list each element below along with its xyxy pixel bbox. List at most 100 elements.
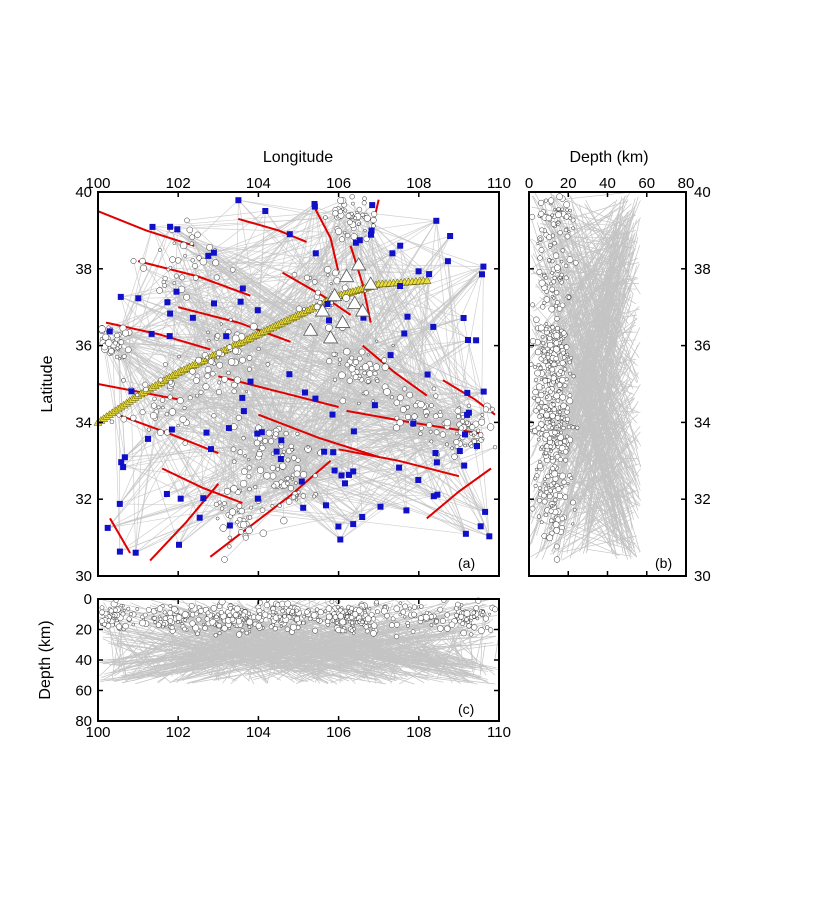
event-marker — [402, 603, 409, 610]
station-marker — [352, 239, 359, 246]
event-marker — [428, 403, 434, 408]
ray-path — [535, 216, 619, 336]
event-marker — [228, 508, 237, 516]
ray-path — [371, 230, 460, 440]
event-marker — [363, 228, 367, 233]
event-marker — [295, 431, 300, 436]
station-marker — [396, 464, 403, 471]
fault-line — [338, 448, 460, 478]
station-marker — [401, 330, 408, 337]
event-marker — [538, 237, 543, 242]
ray-path — [249, 631, 446, 679]
event-marker — [538, 279, 546, 287]
event-marker — [391, 343, 395, 348]
event-marker — [290, 477, 294, 481]
event-marker — [162, 615, 169, 622]
event-marker — [541, 447, 546, 451]
event-marker — [433, 393, 439, 399]
event-marker — [366, 370, 374, 377]
event-marker — [167, 610, 174, 616]
event-marker — [205, 355, 210, 360]
event-marker — [182, 626, 187, 632]
event-marker — [139, 409, 146, 416]
event-marker — [142, 612, 148, 618]
station-marker — [371, 402, 378, 409]
ray-path — [494, 636, 499, 661]
event-marker — [424, 413, 429, 418]
ray-path — [178, 204, 345, 545]
event-marker — [135, 607, 140, 611]
station-marker — [203, 429, 210, 436]
event-marker — [349, 194, 355, 200]
event-marker — [411, 611, 417, 618]
ray-path — [304, 392, 448, 445]
tick-label: 104 — [246, 724, 271, 741]
event-marker — [357, 355, 363, 362]
event-marker — [475, 616, 480, 621]
ray-path — [568, 222, 635, 384]
event-marker — [552, 296, 556, 300]
event-marker — [371, 399, 375, 403]
event-marker — [228, 317, 233, 322]
ray-path — [548, 240, 621, 274]
station-marker — [397, 283, 404, 289]
event-marker — [478, 418, 486, 426]
ray-path — [435, 220, 470, 406]
ray-path — [138, 296, 187, 299]
event-marker — [570, 499, 576, 506]
ray-path — [178, 233, 290, 261]
event-marker — [411, 604, 418, 610]
event-marker — [542, 378, 549, 384]
event-marker — [539, 227, 545, 233]
ray-path — [101, 330, 259, 499]
ray-path — [213, 252, 483, 416]
event-marker — [433, 429, 440, 436]
event-markers-depth-latitude — [527, 193, 580, 563]
event-marker — [223, 487, 231, 495]
event-marker — [471, 624, 478, 631]
event-marker — [437, 606, 444, 613]
event-marker — [560, 450, 564, 454]
station-marker — [118, 459, 125, 466]
ray-path — [179, 628, 285, 666]
event-marker — [188, 602, 195, 609]
station-marker — [324, 301, 331, 307]
ray-path — [104, 346, 181, 499]
ray-path — [447, 636, 469, 668]
depth-longitude-y-axis-title: Depth (km) — [37, 620, 54, 699]
event-marker — [565, 421, 569, 425]
ray-path — [338, 446, 496, 527]
event-marker — [99, 609, 105, 616]
event-marker — [292, 615, 296, 619]
event-marker — [279, 624, 283, 628]
ray-path — [119, 358, 490, 537]
profile-station-marker — [314, 303, 331, 317]
station-marker — [211, 300, 217, 307]
event-marker — [547, 493, 553, 500]
event-marker — [324, 266, 332, 274]
event-marker — [352, 374, 359, 381]
tick-label: 36 — [694, 338, 711, 355]
event-marker — [184, 217, 190, 224]
ray-path — [118, 629, 123, 670]
ray-path — [559, 266, 613, 307]
station-marker — [116, 500, 123, 507]
event-marker — [175, 257, 182, 264]
event-marker — [381, 357, 388, 364]
event-marker — [217, 631, 222, 636]
event-marker — [543, 296, 550, 303]
event-marker — [356, 206, 363, 213]
ray-path — [112, 349, 121, 552]
depth-latitude-x-axis-title: Depth (km) — [569, 149, 648, 166]
event-marker — [545, 473, 551, 479]
event-marker — [230, 446, 237, 453]
event-marker — [217, 380, 222, 385]
station-marker — [486, 533, 493, 540]
event-marker — [258, 612, 262, 617]
event-marker — [560, 420, 564, 424]
ray-path — [216, 475, 342, 505]
tick-label: 38 — [75, 261, 92, 278]
station-marker — [196, 514, 203, 521]
event-marker — [535, 397, 542, 404]
event-marker — [348, 365, 356, 373]
